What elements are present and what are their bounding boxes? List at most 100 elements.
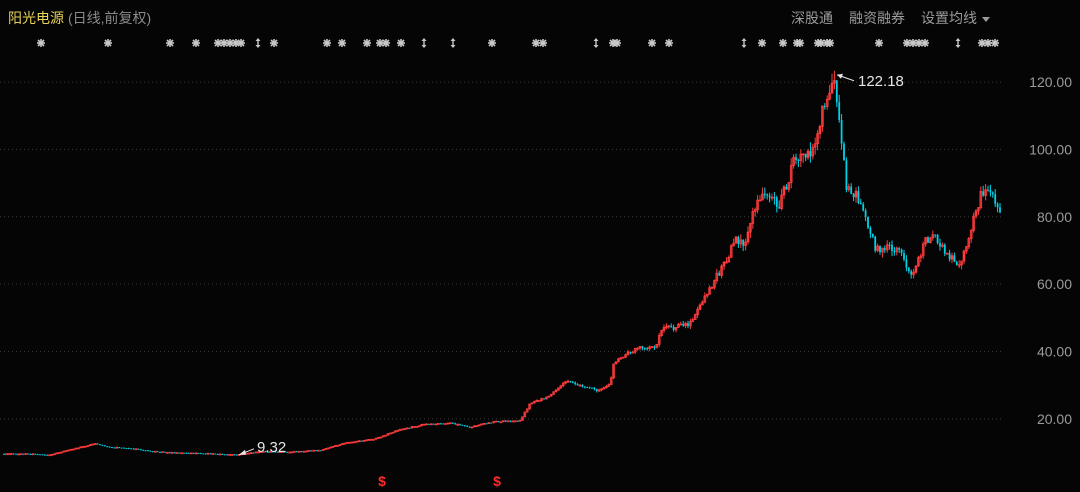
candle	[67, 449, 71, 452]
marker-star-icon[interactable]	[984, 39, 992, 47]
marker-star-icon[interactable]	[779, 39, 787, 47]
candle	[533, 400, 536, 404]
candle	[432, 423, 435, 425]
candle	[789, 158, 793, 189]
candle	[353, 441, 356, 444]
candle	[746, 226, 750, 245]
candle	[410, 425, 414, 429]
candle	[756, 195, 759, 214]
marker-updown-icon[interactable]	[450, 38, 456, 48]
marker-updown-icon[interactable]	[593, 38, 599, 48]
marker-star-icon[interactable]	[532, 39, 540, 47]
candle	[612, 363, 615, 380]
candle	[934, 234, 937, 238]
candle	[571, 380, 574, 384]
candle	[466, 425, 469, 428]
candle	[638, 346, 642, 351]
dividend-event-icon[interactable]: $	[493, 473, 501, 489]
marker-star-icon[interactable]	[363, 39, 371, 47]
candle	[516, 420, 519, 422]
marker-star-icon[interactable]	[875, 39, 883, 47]
candle	[828, 85, 831, 101]
marker-star-icon[interactable]	[338, 39, 346, 47]
menu-margin-trading[interactable]: 融资融券	[849, 10, 905, 26]
candle	[727, 255, 731, 263]
candle	[504, 420, 507, 422]
marker-star-icon[interactable]	[921, 39, 929, 47]
candle	[305, 450, 308, 453]
candle	[607, 383, 611, 387]
candle	[494, 420, 498, 423]
candle	[785, 184, 788, 190]
marker-star-icon[interactable]	[104, 39, 112, 47]
candle	[586, 386, 589, 389]
marker-star-icon[interactable]	[166, 39, 174, 47]
candle	[588, 386, 591, 389]
candle	[941, 242, 944, 248]
candle	[257, 451, 260, 454]
candle	[149, 450, 152, 452]
candle	[591, 387, 593, 389]
marker-star-icon[interactable]	[909, 39, 917, 47]
candle	[962, 249, 966, 265]
marker-star-icon[interactable]	[270, 39, 278, 47]
candle	[996, 202, 999, 213]
grid-lines	[0, 81, 1004, 420]
candle	[782, 185, 786, 199]
marker-updown-icon[interactable]	[255, 38, 261, 48]
candle	[396, 429, 399, 432]
marker-star-icon[interactable]	[991, 39, 999, 47]
candle	[350, 441, 354, 444]
candle	[142, 449, 145, 451]
marker-star-icon[interactable]	[817, 39, 825, 47]
candle	[929, 237, 932, 244]
marker-star-icon[interactable]	[648, 39, 656, 47]
candle	[991, 191, 994, 198]
candle	[818, 124, 822, 139]
marker-star-icon[interactable]	[796, 39, 804, 47]
candle	[816, 130, 819, 151]
candle	[509, 420, 512, 423]
marker-star-icon[interactable]	[382, 39, 390, 47]
candle	[437, 422, 440, 425]
candle	[189, 452, 193, 455]
candle	[206, 452, 210, 455]
candle	[312, 449, 315, 452]
marker-updown-icon[interactable]	[955, 38, 961, 48]
candle	[763, 187, 766, 199]
marker-star-icon[interactable]	[397, 39, 405, 47]
marker-updown-icon[interactable]	[421, 38, 427, 48]
candle	[751, 207, 755, 229]
dividend-event-icon[interactable]: $	[378, 473, 386, 489]
candle	[463, 424, 466, 427]
marker-star-icon[interactable]	[488, 39, 496, 47]
marker-star-icon[interactable]	[323, 39, 331, 47]
candle	[12, 453, 15, 455]
marker-star-icon[interactable]	[665, 39, 673, 47]
candle	[960, 260, 963, 270]
menu-moving-average-settings[interactable]: 设置均线	[921, 8, 990, 28]
candle	[852, 192, 855, 202]
candle	[470, 426, 474, 429]
marker-star-icon[interactable]	[826, 39, 834, 47]
candle	[389, 432, 392, 435]
candle	[492, 421, 495, 424]
candle	[286, 451, 289, 453]
candle	[405, 427, 409, 430]
marker-star-icon[interactable]	[539, 39, 547, 47]
marker-updown-icon[interactable]	[741, 38, 747, 48]
y-tick-label: 120.00	[1029, 74, 1072, 90]
candle	[945, 252, 949, 255]
marker-star-icon[interactable]	[192, 39, 200, 47]
marker-star-icon[interactable]	[232, 39, 240, 47]
candle	[804, 153, 807, 162]
candle	[720, 264, 723, 279]
candle	[840, 114, 843, 150]
marker-star-icon[interactable]	[613, 39, 621, 47]
menu-shenzhen-connect[interactable]: 深股通	[791, 10, 833, 26]
marker-star-icon[interactable]	[237, 39, 245, 47]
candle	[797, 158, 800, 168]
marker-star-icon[interactable]	[758, 39, 766, 47]
chart-subtitle: (日线,前复权)	[68, 10, 152, 26]
marker-star-icon[interactable]	[37, 39, 45, 47]
